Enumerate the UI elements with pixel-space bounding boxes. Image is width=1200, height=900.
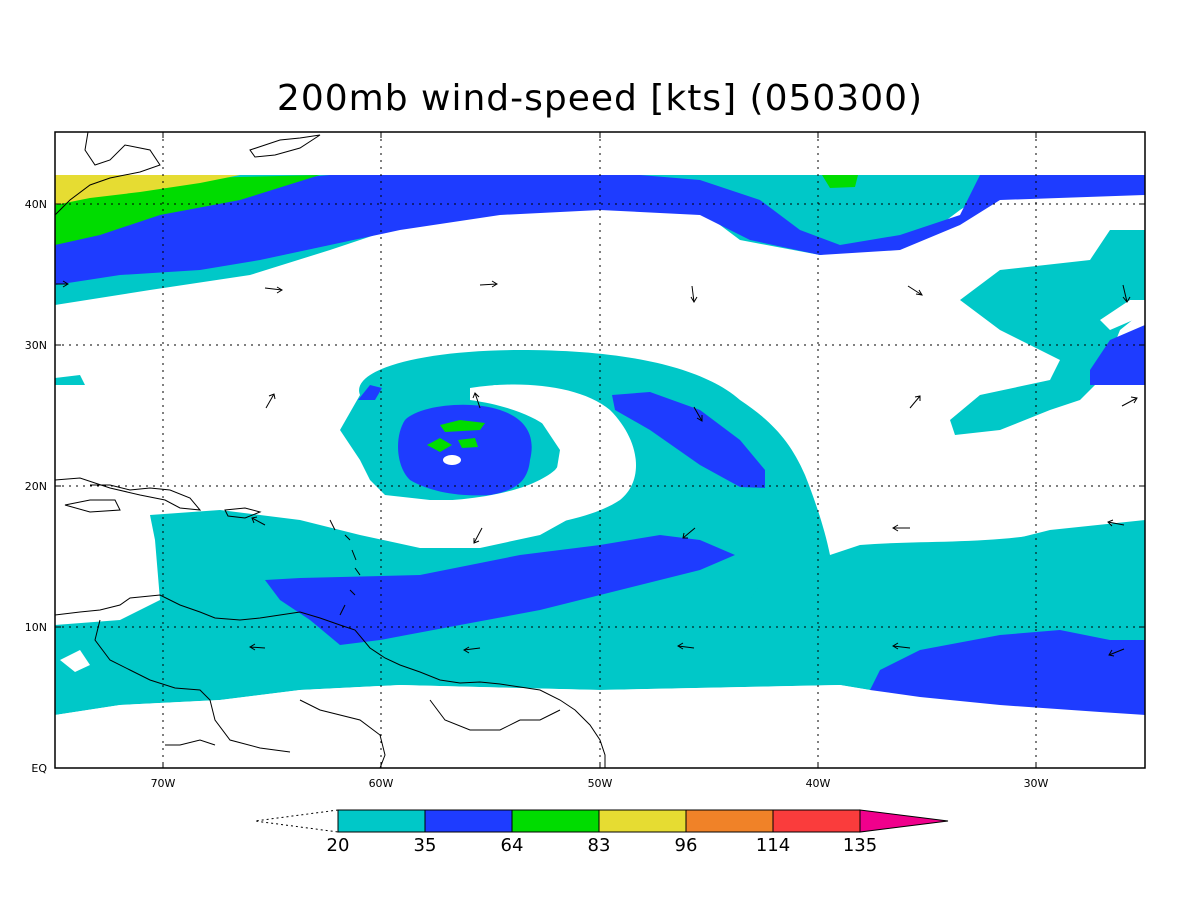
colorbar-swatch-135	[859, 809, 949, 833]
colorbar-label: 35	[414, 835, 437, 856]
wind-arrow	[1108, 648, 1125, 657]
lat-label: 10N	[25, 621, 47, 634]
wind-arrow	[1107, 519, 1125, 527]
lat-label: 40N	[25, 198, 47, 211]
wind-arrow	[249, 643, 266, 651]
colorbar-label: 83	[588, 835, 611, 856]
wind-arrow	[472, 392, 481, 409]
colorbar-swatch-83	[598, 809, 687, 833]
wind-arrow	[264, 286, 283, 294]
coast-south-america	[55, 594, 606, 768]
wind-arrow	[1122, 284, 1131, 303]
lon-label: 30W	[1024, 777, 1049, 790]
shade-below-20-equator-patch	[55, 685, 1145, 768]
lat-label: 30N	[25, 339, 47, 352]
shade-35-east-band	[612, 392, 765, 488]
shade-20-northern-band	[55, 175, 1145, 435]
shade-35-lower-band	[265, 535, 735, 645]
shade-20-right-lobe	[750, 520, 1145, 615]
wind-arrow	[251, 516, 266, 526]
colorbar-label: 114	[756, 835, 790, 856]
coast-nova-scotia	[249, 134, 321, 158]
colorbar-swatch-20	[337, 809, 426, 833]
wind-arrow	[677, 642, 695, 650]
colorbar-label: 20	[327, 835, 350, 856]
shade-35-gyre-core	[398, 404, 532, 496]
wind-arrow	[682, 527, 696, 539]
shade-below-20-gyre-eye	[443, 455, 461, 465]
colorbar-label: 96	[675, 835, 698, 856]
shade-35-small-north	[358, 385, 382, 400]
lon-label: 70W	[151, 777, 176, 790]
lat-label: EQ	[31, 762, 47, 775]
colorbar: 20 35 64 83 96 114 135	[254, 809, 949, 856]
shade-64-north-blip	[822, 175, 858, 188]
wind-arrow	[892, 642, 911, 650]
shade-below-20-east-hole	[1100, 300, 1145, 330]
lon-label: 40W	[806, 777, 831, 790]
wind-arrow	[909, 395, 921, 409]
colorbar-label: 64	[501, 835, 524, 856]
shade-35-southeast-patch	[870, 630, 1145, 715]
wind-arrow	[265, 393, 276, 409]
wind-arrow	[1121, 396, 1138, 407]
lon-label: 50W	[588, 777, 613, 790]
wind-arrow	[479, 280, 498, 288]
shade-20-left-blob	[55, 375, 85, 385]
axis-ticks	[55, 132, 1145, 768]
shade-below-20-inner-spiral	[370, 384, 637, 530]
coast-venezuela-interior	[94, 619, 561, 768]
wind-arrow	[56, 280, 69, 288]
colorbar-swatch-64	[511, 809, 600, 833]
wind-arrow	[892, 524, 910, 532]
coast-north-america	[55, 132, 161, 216]
wind-arrow	[463, 646, 481, 654]
wind-arrow	[473, 527, 483, 544]
colorbar-swatch-114	[772, 809, 861, 833]
colorbar-label: 135	[843, 835, 877, 856]
graticule	[55, 132, 1145, 768]
wind-arrow	[693, 406, 703, 422]
lat-label: 20N	[25, 480, 47, 493]
coast-antilles	[329, 519, 361, 616]
shade-35-northwest-jet	[55, 175, 1145, 285]
coast-puerto-rico	[224, 507, 262, 519]
shade-64-gyre-1	[440, 420, 485, 432]
latitude-labels: EQ 10N 20N 30N 40N	[25, 198, 48, 775]
shade-83-northwest-jet	[55, 175, 240, 205]
wind-arrow	[907, 285, 923, 296]
longitude-labels: 70W 60W 50W 40W 30W	[151, 777, 1049, 790]
coast-cuba-hispaniola	[55, 477, 202, 513]
lon-label: 60W	[369, 777, 394, 790]
wind-vectors	[56, 280, 1138, 657]
coast-colombia	[165, 739, 216, 746]
coastlines	[55, 132, 606, 768]
colorbar-swatch-35	[424, 809, 513, 833]
map-title: 200mb wind-speed [kts] (050300)	[276, 78, 924, 119]
shade-64-gyre-3	[458, 438, 478, 448]
shade-below-20-sw-hole	[60, 650, 90, 672]
shade-64-gyre-2	[427, 438, 452, 452]
colorbar-swatch-96	[685, 809, 774, 833]
shade-35-east-patch	[1090, 325, 1145, 385]
colorbar-low-triangle	[254, 809, 339, 833]
wind-arrow	[690, 285, 698, 303]
